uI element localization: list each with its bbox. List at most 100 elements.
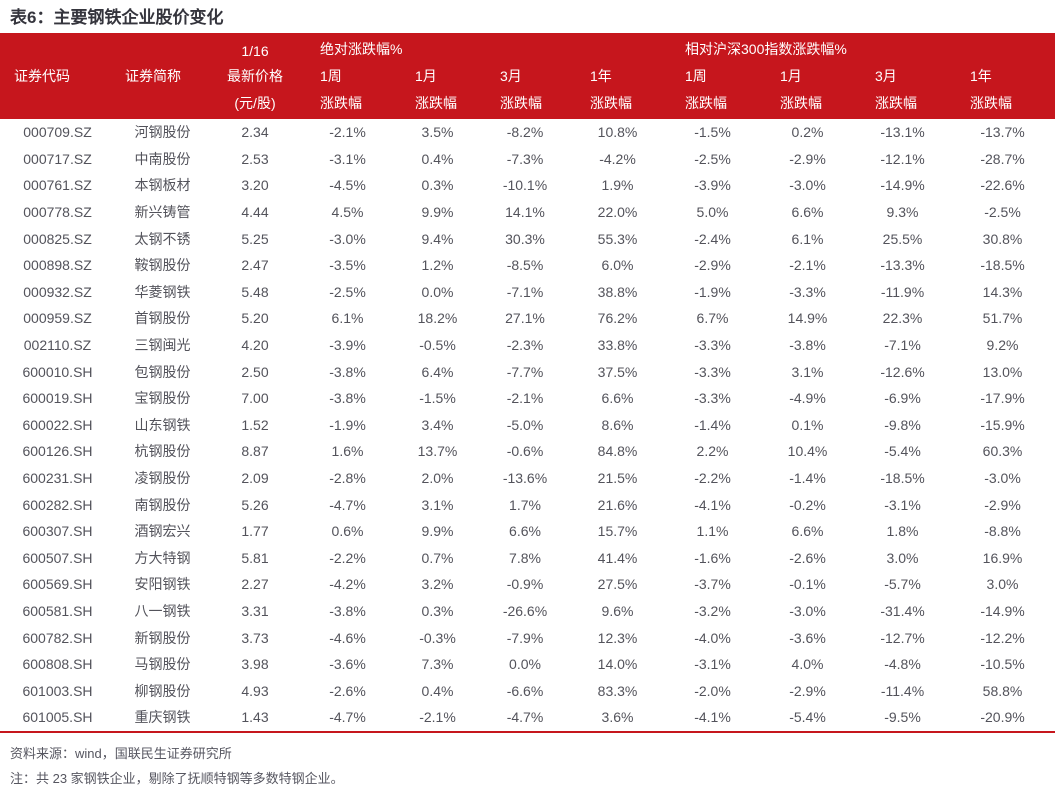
stock-code: 600569.SH [22,576,93,593]
stock-code: 000959.SZ [23,310,92,327]
rel-1w-change: -3.2% [694,602,731,619]
col-header-period-abs-3m: 3月 [480,62,570,90]
col-header-period-rel-1w: 1周 [665,62,761,90]
rel-1y-change: -2.9% [984,496,1021,513]
stock-code: 600282.SH [22,496,93,513]
rel-3m-change: -11.4% [880,682,925,699]
stock-name: 鞍钢股份 [134,257,191,274]
rel-3m-change: -5.7% [884,576,921,593]
rel-1m-change: -2.1% [789,257,826,274]
latest-price: 5.26 [241,496,269,513]
page-title: 表6：主要钢铁企业股价变化 [10,8,224,27]
latest-price: 3.20 [241,177,269,194]
latest-price: 5.48 [241,283,269,300]
table-row: 600126.SH 杭钢股份 8.87 1.6% 13.7% -0.6% 84.8% 2.2%… [0,438,1055,465]
table-row: 600010.SH 包钢股份 2.50 -3.8% 6.4% -7.7% 37.5% -3.3… [0,358,1055,385]
abs-3m-change: -13.6% [502,470,548,487]
abs-1m-change: 3.5% [421,124,454,141]
rel-1y-change: 51.7% [982,310,1023,327]
col-header-price-date: 1/16 [210,33,300,62]
rel-1m-change: -0.2% [789,496,826,513]
abs-3m-change: 6.6% [509,523,541,540]
rel-1w-change: 1.1% [696,523,729,540]
abs-3m-change: -0.6% [506,443,544,460]
abs-1m-change: -2.1% [419,709,456,726]
rel-1m-change: -3.0% [789,602,826,619]
abs-1w-change: -1.9% [329,416,366,433]
stock-name: 方大特钢 [134,549,191,566]
abs-1y-change: 9.6% [601,602,634,619]
abs-1m-change: 13.7% [417,443,458,460]
rel-1y-change: -2.5% [984,204,1021,221]
abs-1y-change: 37.5% [597,363,638,380]
latest-price: 3.31 [241,602,269,619]
source-note: 资料来源：wind，国联民生证券研究所 [10,745,232,761]
rel-1y-change: -8.8% [984,523,1021,540]
abs-3m-change: -4.7% [506,709,544,726]
latest-price: 2.09 [241,470,269,487]
abs-1w-change: 4.5% [331,204,364,221]
abs-1m-change: -0.3% [419,629,456,646]
latest-price: 1.43 [241,709,269,726]
stock-code: 002110.SZ [23,337,92,354]
rel-1w-change: 2.2% [696,443,729,460]
abs-1m-change: 6.4% [421,363,454,380]
table-body: 000709.SZ 河钢股份 2.34 -2.1% 3.5% -8.2% 10.8% -1.5… [0,119,1055,731]
table-row: 600782.SH 新钢股份 3.73 -4.6% -0.3% -7.9% 12.3% -4.… [0,624,1055,651]
stock-code: 600782.SH [22,629,93,646]
abs-1y-change: 14.0% [597,656,638,673]
abs-1w-change: -3.8% [329,602,366,619]
abs-3m-change: -7.3% [506,150,544,167]
table-row: 600569.SH 安阳钢铁 2.27 -4.2% 3.2% -0.9% 27.5% -3.7… [0,571,1055,598]
rel-1m-change: -2.6% [789,549,826,566]
rel-1m-change: 3.1% [791,363,824,380]
col-header-price-unit: (元/股) [210,90,300,119]
rel-1y-change: -20.9% [980,709,1025,726]
rel-1m-change: -1.4% [789,470,826,487]
abs-1y-change: 12.3% [597,629,638,646]
rel-1w-change: -4.1% [694,496,731,513]
latest-price: 2.50 [241,363,269,380]
stock-name: 新兴铸管 [134,204,191,221]
abs-1m-change: 3.1% [421,496,454,513]
table-row: 600808.SH 马钢股份 3.98 -3.6% 7.3% 0.0% 14.0% -3.1%… [0,651,1055,678]
stock-code: 600581.SH [22,602,93,619]
rel-1m-change: 4.0% [791,656,824,673]
abs-3m-change: -7.7% [506,363,544,380]
abs-1w-change: -4.6% [329,629,366,646]
col-header-period-rel-3m: 3月 [855,62,951,90]
rel-1y-change: 3.0% [986,576,1019,593]
rel-1m-change: 14.9% [787,310,828,327]
abs-3m-change: -8.5% [506,257,544,274]
rel-1y-change: -12.2% [980,629,1025,646]
abs-1m-change: 0.0% [421,283,454,300]
rel-3m-change: 22.3% [882,310,923,327]
rel-1m-change: -2.9% [789,682,826,699]
rel-1y-change: -18.5% [980,257,1025,274]
rel-1m-change: 0.1% [791,416,824,433]
col-header-period-rel-1y: 1年 [950,62,1055,90]
table-header: 1/16 绝对涨跌幅% 相对沪深300指数涨跌幅% 证券代码 证券简称 最新价格… [0,33,1055,119]
abs-1y-change: 1.9% [601,177,634,194]
col-header-period-rel-1m: 1月 [760,62,856,90]
abs-1m-change: 0.4% [421,682,454,699]
group-header-relative-change: 相对沪深300指数涨跌幅% [665,33,1055,62]
abs-1y-change: 84.8% [597,443,638,460]
col-header-change-label: 涨跌幅 [665,90,761,119]
rel-1y-change: 14.3% [982,283,1023,300]
rel-1m-change: -3.0% [789,177,826,194]
latest-price: 2.27 [241,576,269,593]
rel-3m-change: -3.1% [884,496,921,513]
rel-1m-change: 6.1% [791,230,824,247]
abs-3m-change: 27.1% [505,310,545,327]
rel-1w-change: -3.7% [694,576,731,593]
table-row: 000778.SZ 新兴铸管 4.44 4.5% 9.9% 14.1% 22.0% 5.0% 6… [0,199,1055,226]
header-spacer [115,90,210,119]
abs-1y-change: 83.3% [597,682,638,699]
group-header-absolute-change: 绝对涨跌幅% [300,33,666,62]
stock-name: 河钢股份 [134,124,191,141]
col-header-name: 证券简称 [115,62,210,90]
abs-1m-change: 2.0% [421,470,454,487]
table-row: 600022.SH 山东钢铁 1.52 -1.9% 3.4% -5.0% 8.6% -1.4%… [0,412,1055,439]
abs-3m-change: -26.6% [502,602,548,619]
